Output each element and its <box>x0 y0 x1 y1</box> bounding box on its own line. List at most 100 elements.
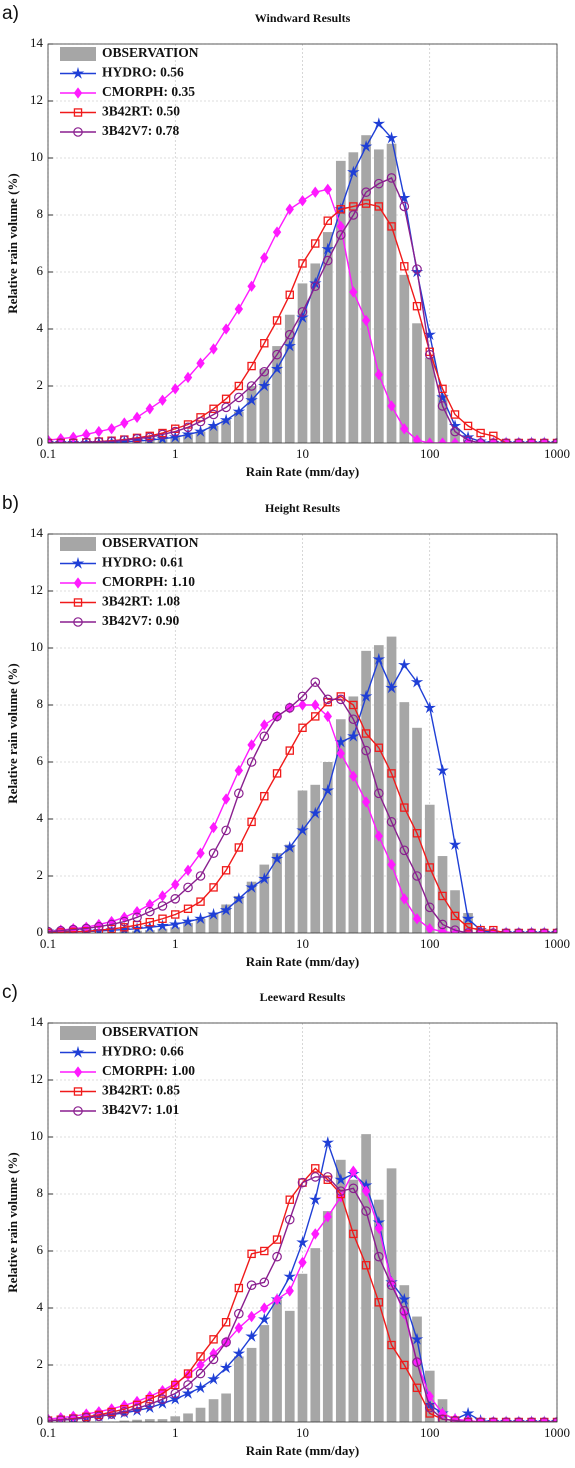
marker-star <box>219 413 233 426</box>
x-tick-label: 100 <box>420 1425 440 1440</box>
bar <box>221 1393 231 1422</box>
marker-diamond <box>400 423 409 435</box>
marker-star <box>194 425 207 437</box>
legend-label: HYDRO: 0.66 <box>102 1044 184 1059</box>
marker-diamond <box>425 923 434 933</box>
marker-square <box>272 316 282 325</box>
marker-circle <box>157 901 168 911</box>
bar <box>208 425 219 443</box>
marker-square <box>298 259 307 268</box>
legend-label: 3B42RT: 1.08 <box>102 594 180 609</box>
marker-circle <box>284 703 295 713</box>
y-tick-label: 12 <box>30 92 43 107</box>
marker-square <box>425 1409 434 1418</box>
marker-circle <box>272 1251 282 1262</box>
marker-circle <box>412 264 422 274</box>
marker-circle <box>297 1177 308 1188</box>
bar <box>170 437 181 443</box>
x-tick-label: 0.1 <box>40 936 56 951</box>
bar <box>144 930 155 933</box>
bar <box>208 1399 219 1422</box>
marker-diamond <box>514 437 523 443</box>
marker-circle <box>73 1106 83 1116</box>
marker-diamond <box>476 1416 485 1422</box>
bar <box>297 790 308 933</box>
marker-circle <box>399 845 410 856</box>
marker-diamond <box>171 878 180 891</box>
marker-diamond <box>387 858 396 871</box>
marker-star <box>372 117 386 130</box>
y-tick-label: 10 <box>30 1128 43 1143</box>
bar <box>373 1199 384 1422</box>
marker-square <box>374 202 384 211</box>
marker-star <box>372 652 386 665</box>
marker-circle <box>284 329 295 340</box>
marker-circle <box>234 788 244 799</box>
bar-group <box>119 1134 460 1422</box>
marker-square <box>260 791 269 801</box>
plot-frame <box>47 1022 558 1423</box>
bar <box>246 386 257 443</box>
marker-diamond <box>145 403 154 415</box>
marker-square <box>412 829 422 838</box>
marker-diamond <box>196 357 205 369</box>
marker-star <box>423 701 436 714</box>
marker-square <box>145 1394 155 1404</box>
marker-circle <box>106 919 117 930</box>
bar <box>157 928 168 933</box>
y-tick-label: 2 <box>37 867 44 882</box>
bar <box>399 1285 410 1422</box>
marker-circle <box>450 1415 460 1422</box>
marker-circle <box>386 817 397 827</box>
marker-star <box>181 427 195 440</box>
marker-star <box>448 838 462 850</box>
marker-diamond <box>158 394 167 406</box>
marker-square <box>463 1417 473 1422</box>
x-axis-label: Rain Rate (mm/day) <box>246 1443 359 1458</box>
marker-circle <box>348 210 359 220</box>
marker-circle <box>48 926 53 933</box>
marker-diamond <box>527 1416 536 1422</box>
marker-circle <box>106 1409 117 1419</box>
bar <box>373 149 384 443</box>
marker-circle <box>221 1337 231 1347</box>
marker-circle <box>48 1415 53 1422</box>
marker-diamond <box>425 437 434 443</box>
marker-diamond <box>412 434 422 443</box>
bar <box>183 923 193 933</box>
bar <box>246 1347 257 1422</box>
y-tick-label: 0 <box>37 1413 44 1428</box>
x-tick-label: 0.1 <box>40 446 56 461</box>
marker-star <box>309 806 322 819</box>
marker-square <box>221 1318 231 1327</box>
bar <box>322 232 333 443</box>
marker-diamond <box>183 1369 193 1381</box>
marker-square <box>501 1417 511 1422</box>
marker-diamond <box>323 183 332 196</box>
marker-star <box>283 840 296 853</box>
y-tick-label: 0 <box>37 434 44 449</box>
marker-square <box>183 1369 193 1378</box>
marker-circle <box>73 127 83 137</box>
y-tick-label: 14 <box>30 35 44 50</box>
marker-square <box>260 1246 269 1256</box>
marker-circle <box>259 1277 270 1288</box>
marker-star <box>156 919 169 932</box>
marker-square <box>73 1087 83 1096</box>
marker-diamond <box>73 87 83 99</box>
bar <box>399 702 410 933</box>
marker-circle <box>297 691 308 702</box>
marker-star <box>334 735 348 748</box>
bar <box>412 323 422 443</box>
marker-diamond <box>298 1256 307 1269</box>
marker-star <box>245 880 258 893</box>
marker-diamond <box>400 893 409 905</box>
marker-circle <box>195 1368 206 1379</box>
marker-star <box>232 405 246 417</box>
y-tick-label: 0 <box>37 924 44 939</box>
marker-diamond <box>349 1165 358 1177</box>
marker-square <box>285 746 294 755</box>
marker-star <box>359 689 373 702</box>
marker-square <box>361 199 371 208</box>
